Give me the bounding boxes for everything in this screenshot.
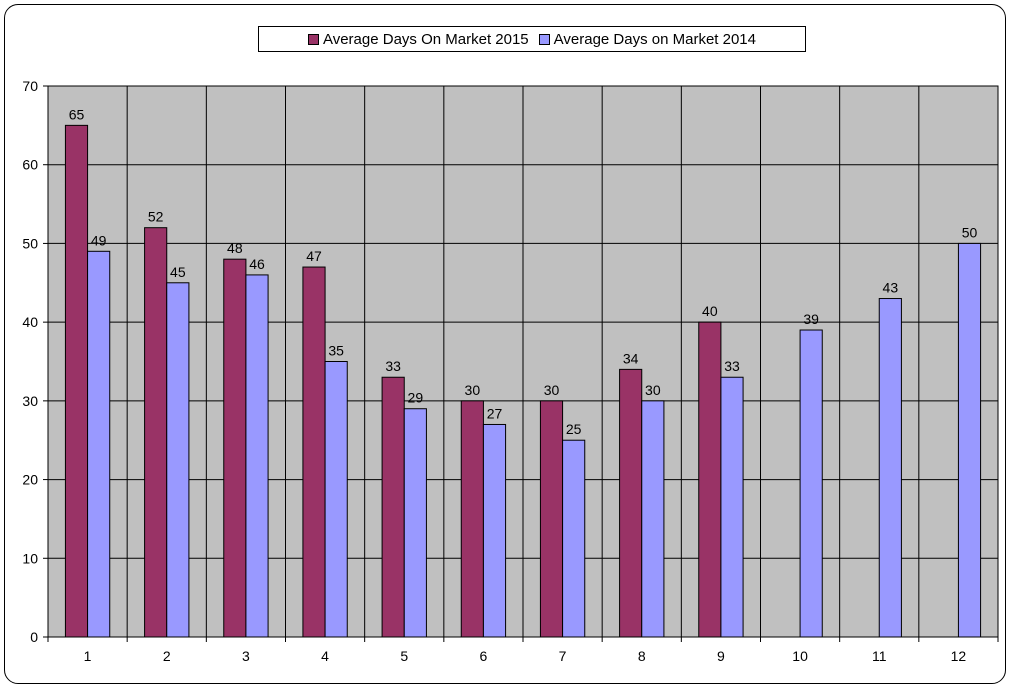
y-tick-label: 40: [22, 314, 38, 330]
y-tick-label: 30: [22, 393, 38, 409]
bar-2015-8: [619, 368, 643, 638]
data-label-2014-1: 49: [91, 232, 107, 248]
x-tick-label: 6: [480, 648, 488, 664]
y-tick-label: 10: [22, 550, 38, 566]
legend-label-2014: Average Days on Market 2014: [553, 30, 756, 48]
bar-2015-6: [460, 400, 484, 638]
bar-2014-2: [166, 282, 190, 638]
bar-2014-9: [720, 376, 744, 638]
y-tick-label: 0: [30, 629, 38, 645]
bar-2015-7: [539, 400, 564, 638]
x-tick-label: 5: [400, 648, 408, 664]
bar-2014-4: [324, 361, 348, 638]
x-tick-label: 7: [559, 648, 567, 664]
legend-swatch-2015: [307, 33, 319, 45]
x-tick-label: 10: [792, 648, 808, 664]
bar-2014-5: [403, 408, 427, 638]
bar-2014-11: [878, 298, 902, 638]
bar-2015-4: [302, 266, 326, 638]
x-tick-label: 11: [872, 648, 887, 664]
legend: Average Days On Market 2015 Average Days…: [258, 26, 806, 52]
legend-label-2015: Average Days On Market 2015: [322, 30, 529, 48]
data-label-2014-12: 50: [962, 224, 978, 240]
x-tick-label: 3: [242, 648, 250, 664]
data-label-2014-6: 27: [487, 405, 503, 421]
bar-2014-12: [957, 242, 982, 638]
bar-2014-8: [641, 400, 665, 638]
data-label-2014-10: 39: [803, 311, 819, 327]
data-label-2014-2: 45: [170, 264, 186, 280]
x-tick-label: 1: [84, 648, 92, 664]
data-label-2015-9: 40: [702, 303, 718, 319]
legend-entry-2015: Average Days On Market 2015: [307, 30, 529, 48]
y-tick-label: 50: [22, 235, 38, 251]
bar-2014-7: [562, 439, 586, 638]
data-label-2015-8: 34: [623, 350, 639, 366]
x-tick-label: 4: [321, 648, 329, 664]
data-label-2014-11: 43: [883, 280, 899, 296]
x-tick-label: 2: [163, 648, 171, 664]
bar-2014-3: [245, 274, 269, 638]
data-label-2014-9: 33: [724, 358, 740, 374]
data-label-2015-3: 48: [227, 240, 243, 256]
data-label-2015-5: 33: [385, 358, 401, 374]
legend-swatch-2014: [538, 33, 550, 45]
bar-2014-1: [87, 250, 111, 638]
y-tick-label: 60: [22, 157, 38, 173]
data-label-2014-3: 46: [249, 256, 265, 272]
plot-border: [47, 85, 999, 638]
data-label-2015-1: 65: [69, 106, 85, 122]
data-label-2015-4: 47: [306, 248, 322, 264]
x-tick-label: 8: [638, 648, 646, 664]
x-tick-label: 12: [951, 648, 967, 664]
bar-2015-1: [64, 124, 89, 638]
data-label-2015-2: 52: [148, 209, 164, 225]
bar-2015-2: [144, 227, 168, 638]
bar-2015-3: [223, 258, 247, 638]
data-label-2014-7: 25: [566, 421, 582, 437]
y-tick-label: 20: [22, 472, 38, 488]
y-tick-label: 70: [22, 78, 38, 94]
data-label-2014-5: 29: [408, 390, 424, 406]
data-label-2014-8: 30: [645, 382, 661, 398]
data-label-2015-7: 30: [544, 382, 560, 398]
bar-2014-6: [482, 423, 507, 638]
legend-entry-2014: Average Days on Market 2014: [538, 30, 756, 48]
bar-2015-5: [381, 376, 405, 638]
bar-2015-9: [698, 321, 722, 638]
x-tick-label: 9: [717, 648, 725, 664]
bar-2014-10: [799, 329, 823, 638]
data-label-2015-6: 30: [465, 382, 481, 398]
data-label-2014-4: 35: [328, 343, 344, 359]
